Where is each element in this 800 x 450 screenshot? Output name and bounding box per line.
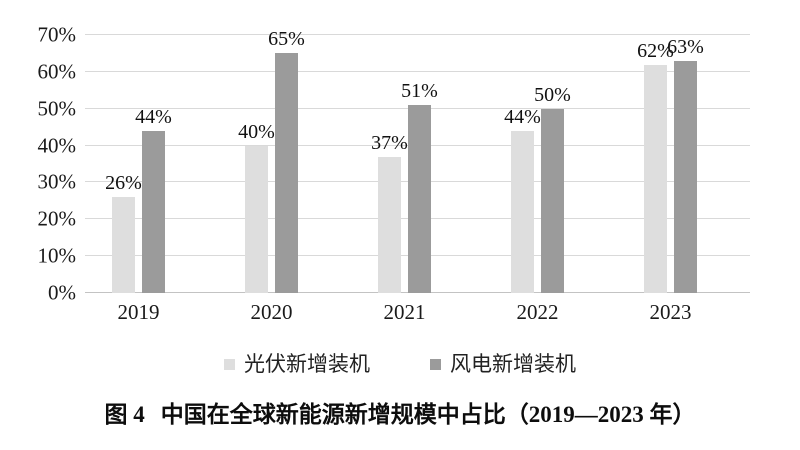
value-label: 51% bbox=[401, 80, 438, 103]
x-tick-label: 2022 bbox=[516, 300, 559, 324]
bar-group-2021: 37% 51% 2021 bbox=[338, 35, 471, 322]
bar: 44% bbox=[504, 107, 541, 293]
y-tick-label: 0% bbox=[48, 280, 76, 305]
bar-group-2019: 26% 44% 2019 bbox=[72, 35, 205, 323]
bar: 37% bbox=[371, 133, 408, 293]
value-label: 40% bbox=[238, 120, 275, 143]
legend-swatch-icon bbox=[430, 359, 441, 371]
value-label: 26% bbox=[105, 172, 142, 195]
x-tick-label: 2023 bbox=[649, 300, 692, 324]
figure-caption-label: 图 4 bbox=[104, 402, 145, 427]
y-tick-label: 70% bbox=[37, 22, 77, 47]
bar: 65% bbox=[268, 29, 305, 293]
bar-group-2020: 40% 65% 2020 bbox=[205, 29, 338, 322]
x-tick-label: 2021 bbox=[383, 300, 426, 324]
bar: 50% bbox=[534, 85, 571, 293]
x-tick-label: 2019 bbox=[117, 300, 160, 324]
value-label: 65% bbox=[268, 28, 305, 51]
bar: 44% bbox=[135, 107, 172, 293]
x-tick-label: 2020 bbox=[250, 300, 293, 324]
y-tick-label: 20% bbox=[37, 206, 77, 231]
bar-group-2023: 62% 63% 2023 bbox=[604, 35, 737, 323]
bar: 63% bbox=[667, 37, 704, 293]
legend-item: 光伏新增装机 bbox=[224, 352, 370, 377]
y-tick-label: 30% bbox=[37, 169, 77, 194]
figure-caption-text: 中国在全球新能源新增规模中占比（2019—2023 年） bbox=[160, 402, 696, 427]
bar-group-2022: 44% 50% 2022 bbox=[471, 35, 604, 323]
y-tick-label: 10% bbox=[37, 243, 77, 268]
y-tick-label: 40% bbox=[37, 133, 77, 158]
legend-label: 光伏新增装机 bbox=[244, 352, 370, 376]
legend: 光伏新增装机 风电新增装机 bbox=[0, 352, 800, 377]
y-axis: 0% 10% 20% 30% 40% 50% 60% 70% bbox=[0, 24, 77, 303]
bar: 40% bbox=[238, 122, 275, 293]
bar: 26% bbox=[105, 173, 142, 293]
legend-label: 风电新增装机 bbox=[450, 352, 576, 376]
legend-swatch-icon bbox=[224, 359, 235, 371]
bar-groups: 26% 44% 2019 40% 65% 2020 37% 51% 2021 44% 50% 2022… bbox=[72, 29, 737, 323]
value-label: 44% bbox=[504, 105, 541, 128]
gridline bbox=[85, 70, 750, 72]
value-label: 63% bbox=[667, 35, 704, 58]
value-label: 50% bbox=[534, 83, 571, 106]
value-label: 44% bbox=[135, 105, 172, 128]
bar: 62% bbox=[637, 41, 674, 293]
y-tick-label: 50% bbox=[37, 96, 77, 121]
value-label: 37% bbox=[371, 131, 408, 154]
legend-item: 风电新增装机 bbox=[430, 352, 576, 377]
value-label: 62% bbox=[637, 39, 674, 62]
y-tick-label: 60% bbox=[37, 59, 77, 84]
figure-caption: 图 4 中国在全球新能源新增规模中占比（2019—2023 年） bbox=[0, 400, 800, 430]
bar: 51% bbox=[401, 81, 438, 293]
gridline bbox=[85, 34, 750, 35]
